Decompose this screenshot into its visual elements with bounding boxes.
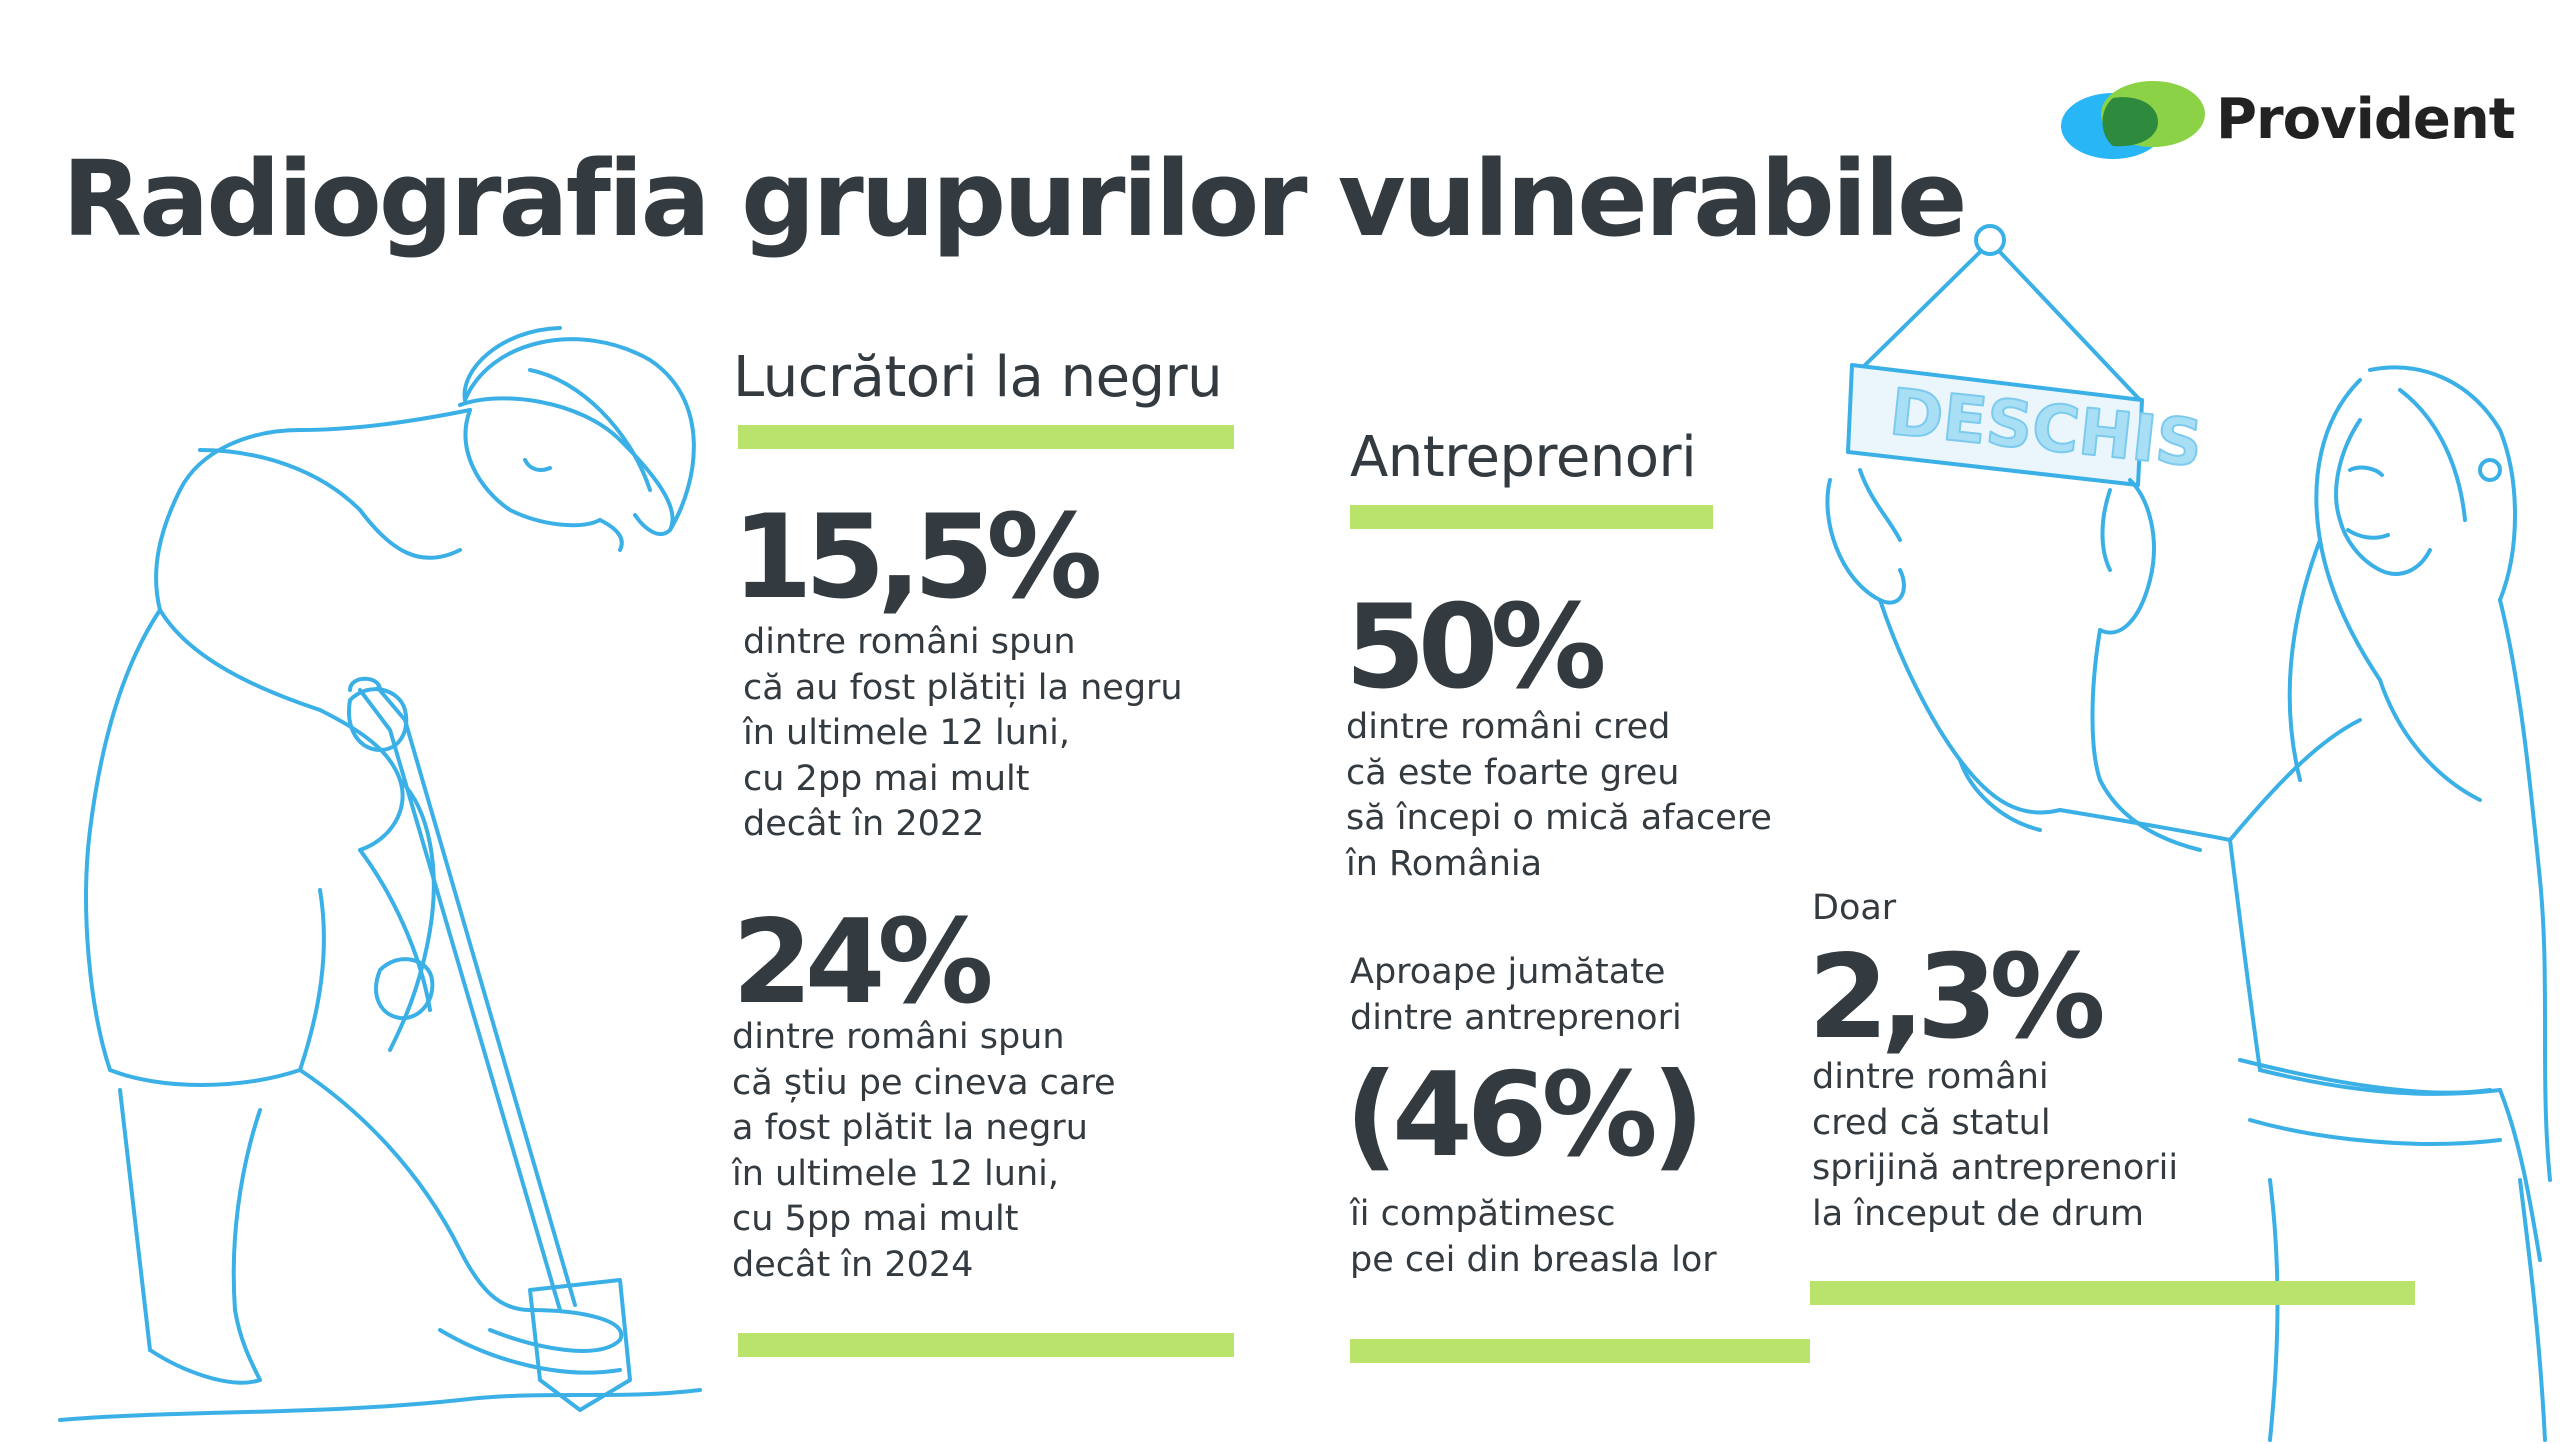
workers-section-title: Lucrători la negru: [733, 345, 1223, 410]
state-support-prefix: Doar: [1812, 888, 1897, 928]
workers-stat-1-text: dintre români spun că au fost plătiți la…: [743, 622, 1183, 844]
provident-logo-icon: [2058, 76, 2208, 170]
entrepreneurs-stat-1-value: 50%: [1345, 580, 1607, 715]
entrepreneurs-stat-2-text: îi compătimesc pe cei din breasla lor: [1350, 1194, 1717, 1280]
workers-stat-2-text: dintre români spun că știu pe cineva car…: [732, 1017, 1116, 1285]
entrepreneurs-title-underline: [1350, 505, 1713, 529]
workers-bottom-bar: [738, 1333, 1234, 1357]
page-title: Radiografia grupurilor vulnerabile: [62, 138, 1968, 260]
state-support-bottom-bar: [1810, 1281, 2415, 1305]
entrepreneurs-stat-1-text: dintre români cred că este foarte greu s…: [1346, 707, 1772, 884]
provident-logo-text: Provident: [2216, 87, 2516, 152]
entrepreneurs-section-title: Antreprenori: [1350, 425, 1697, 490]
entrepreneurs-stat-2-value: (46%): [1345, 1048, 1705, 1183]
state-support-text: dintre români cred că statul sprijină an…: [1812, 1057, 2179, 1234]
entrepreneurs-stat-2-prefix: Aproape jumătate dintre antreprenori: [1350, 952, 1682, 1038]
workers-title-underline: [738, 425, 1234, 449]
construction-worker-illustration-icon: [58, 310, 702, 1440]
workers-stat-2-value: 24%: [732, 895, 994, 1030]
state-support-value: 2,3%: [1808, 930, 2106, 1065]
entrepreneurs-bottom-bar: [1350, 1339, 1810, 1363]
shop-owner-woman-illustration-icon: DESCHIS: [1800, 220, 2560, 1442]
provident-logo: Provident: [2058, 72, 2516, 172]
workers-stat-1-value: 15,5%: [732, 490, 1102, 625]
